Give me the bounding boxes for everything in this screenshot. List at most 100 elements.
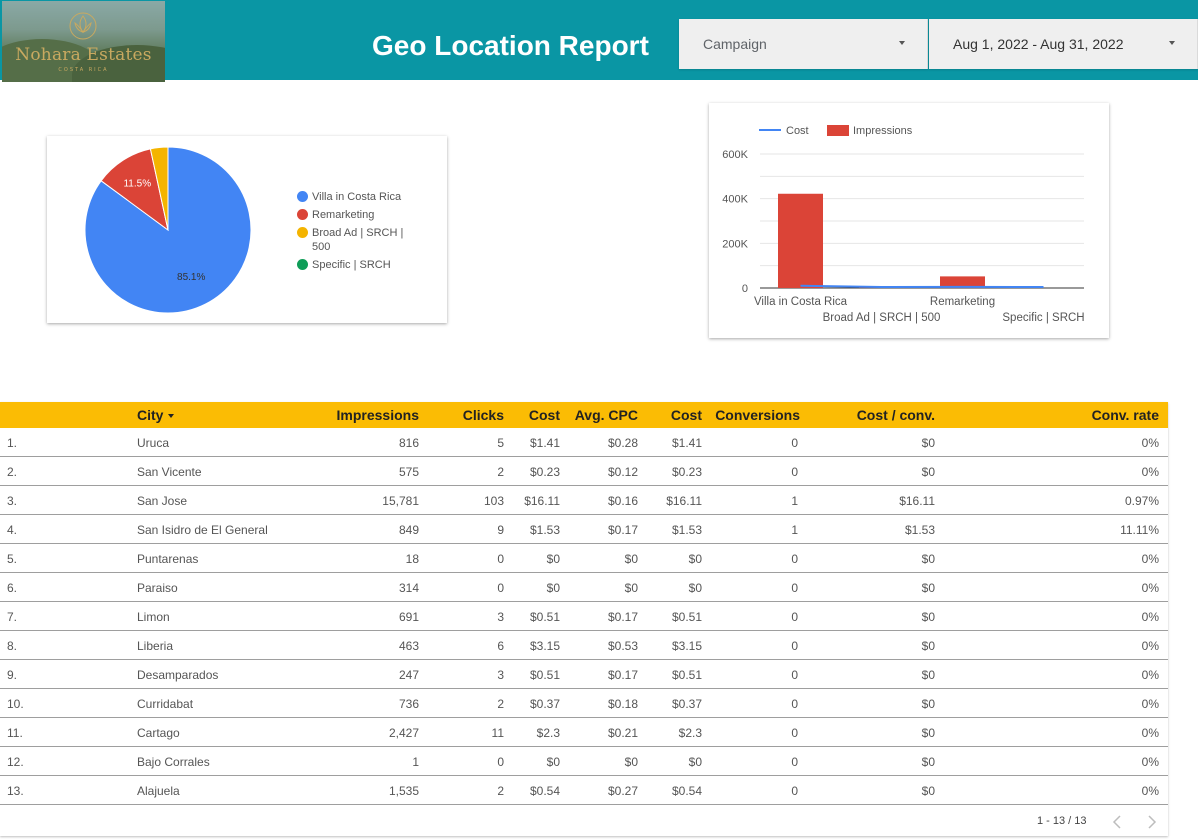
clicks-cell: 6 (497, 639, 504, 653)
chevron-right-icon[interactable] (1145, 813, 1159, 831)
conversions-cell: 1 (791, 523, 798, 537)
avg-cpc-cell: $0.28 (607, 436, 638, 450)
header-cost-per-conv[interactable]: Cost / conv. (856, 407, 935, 423)
conv-rate-cell: 0.97% (1124, 494, 1159, 508)
logo-subtext: COSTA RICA (58, 67, 109, 73)
conv-rate-cell: 0% (1141, 755, 1159, 769)
cost-cell: $1.53 (529, 523, 560, 537)
conversions-cell: 0 (791, 639, 798, 653)
cost-per-conv-cell: $1.53 (904, 523, 935, 537)
cost-cell: $0.51 (529, 668, 560, 682)
table-row: 12. Bajo Corrales 1 0 $0 $0 $0 0 $0 0% (0, 747, 1168, 776)
cost-per-conv-cell: $0 (921, 784, 935, 798)
date-range-dropdown[interactable]: Aug 1, 2022 - Aug 31, 2022 (929, 19, 1198, 69)
campaign-filter-dropdown[interactable]: Campaign (679, 19, 928, 69)
page-title: Geo Location Report (372, 30, 649, 61)
logo-text: Nohara Estates (15, 45, 152, 65)
line-cost[interactable] (800, 284, 1044, 288)
impressions-cell: 15,781 (382, 494, 419, 508)
sort-desc-icon (168, 414, 175, 418)
clicks-cell: 3 (497, 610, 504, 624)
row-index: 1. (7, 436, 18, 450)
clicks-cell: 2 (497, 697, 504, 711)
cost-per-conv-cell: $0 (921, 639, 935, 653)
cost-cell: $0.37 (529, 697, 560, 711)
table-row: 3. San Jose 15,781 103 $16.11 $0.16 $16.11 1 $16… (0, 486, 1168, 515)
legend-swatch-impressions (827, 125, 849, 136)
pie-slice-label: 85.1% (177, 272, 205, 283)
cost-cell: $0.23 (529, 465, 560, 479)
impressions-cell: 849 (398, 523, 419, 537)
header-cost-2[interactable]: Cost (670, 407, 702, 423)
pie-chart: 85.1% 11.5% (84, 146, 252, 314)
table-row: 1. Uruca 816 5 $1.41 $0.28 $1.41 0 $0 0% (0, 428, 1168, 457)
conv-rate-cell: 0% (1141, 697, 1159, 711)
table-row: 9. Desamparados 247 3 $0.51 $0.17 $0.51 0 $0 0% (0, 660, 1168, 689)
city-cell: San Jose (137, 494, 188, 508)
legend-swatch (297, 227, 308, 238)
avg-cpc-cell: $0.17 (607, 523, 638, 537)
city-cell: San Isidro de El General (137, 523, 268, 537)
cost-2-cell: $0.51 (671, 610, 702, 624)
header-clicks[interactable]: Clicks (462, 407, 504, 423)
clicks-cell: 0 (497, 755, 504, 769)
header-conversions[interactable]: Conversions (715, 407, 800, 423)
campaign-filter-label: Campaign (703, 36, 767, 52)
header-impressions[interactable]: Impressions (336, 407, 419, 423)
cost-2-cell: $0 (688, 581, 702, 595)
avg-cpc-cell: $0.16 (607, 494, 638, 508)
impressions-cell: 18 (405, 552, 419, 566)
row-index: 11. (7, 726, 23, 740)
conversions-cell: 0 (791, 465, 798, 479)
conversions-cell: 0 (791, 668, 798, 682)
impressions-cell: 575 (398, 465, 419, 479)
bar-chart: 600K 400K 200K 0 Villa in Costa Rica Broad Ad… (722, 125, 1085, 324)
y-tick-label: 0 (742, 283, 748, 295)
avg-cpc-cell: $0.17 (607, 668, 638, 682)
bar-impressions-2[interactable] (940, 276, 985, 288)
header-cost[interactable]: Cost (528, 407, 560, 423)
pie-slice-2[interactable] (149, 146, 169, 231)
cost-2-cell: $0 (688, 552, 702, 566)
avg-cpc-cell: $0 (624, 581, 638, 595)
impressions-cell: 736 (398, 697, 419, 711)
avg-cpc-cell: $0.17 (607, 610, 638, 624)
row-index: 10. (7, 697, 24, 711)
cost-per-conv-cell: $0 (921, 581, 935, 595)
legend-label: Specific | SRCH (312, 259, 391, 271)
clicks-cell: 2 (497, 784, 504, 798)
conv-rate-cell: 11.11% (1120, 523, 1159, 537)
impressions-cell: 247 (398, 668, 419, 682)
clicks-cell: 103 (483, 494, 504, 508)
legend-label-impressions[interactable]: Impressions (853, 125, 913, 137)
cost-per-conv-cell: $0 (921, 436, 935, 450)
conv-rate-cell: 0% (1141, 552, 1159, 566)
city-cell: Liberia (137, 639, 174, 653)
bar-impressions-0[interactable] (778, 193, 823, 288)
conv-rate-cell: 0% (1141, 610, 1159, 624)
conversions-cell: 0 (791, 610, 798, 624)
legend-label-cost[interactable]: Cost (786, 125, 809, 137)
avg-cpc-cell: $0.18 (607, 697, 638, 711)
table-row: 13. Alajuela 1,535 2 $0.54 $0.27 $0.54 0 $0 0% (0, 776, 1168, 805)
conversions-cell: 0 (791, 784, 798, 798)
chevron-left-icon[interactable] (1110, 813, 1124, 831)
table-row: 4. San Isidro de El General 849 9 $1.53 $0.17… (0, 515, 1168, 544)
conversions-cell: 0 (791, 697, 798, 711)
pie-slice-0[interactable] (84, 146, 252, 314)
legend-label: Remarketing (312, 209, 375, 221)
cost-cell: $0 (546, 552, 560, 566)
header-avg-cpc[interactable]: Avg. CPC (574, 407, 638, 423)
x-tick-label: Specific | SRCH (1002, 312, 1084, 324)
table-row: 7. Limon 691 3 $0.51 $0.17 $0.51 0 $0 0% (0, 602, 1168, 631)
row-index: 9. (7, 668, 18, 682)
y-tick-label: 600K (722, 149, 748, 161)
x-tick-label: Remarketing (930, 296, 995, 308)
impressions-cell: 691 (398, 610, 419, 624)
geo-table: City Impressions Clicks Cost Avg. CPC Co… (0, 402, 1168, 836)
row-index: 4. (7, 523, 18, 537)
header-city[interactable]: City (137, 407, 175, 423)
clicks-cell: 0 (497, 552, 504, 566)
city-cell: Desamparados (137, 668, 219, 682)
header-conv-rate[interactable]: Conv. rate (1091, 407, 1159, 423)
